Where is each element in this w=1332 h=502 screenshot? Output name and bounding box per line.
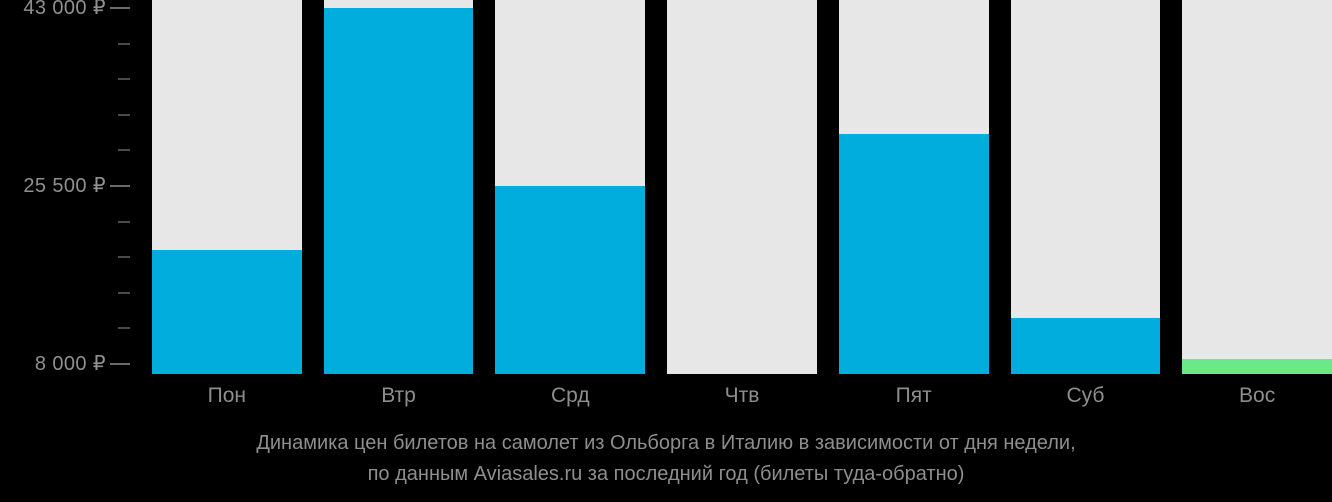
caption-line-2: по данным Aviasales.ru за последний год … [367, 463, 965, 485]
y-axis-tick-minor [118, 291, 130, 294]
bar-0[interactable] [152, 0, 302, 374]
bar-5[interactable] [1010, 0, 1161, 374]
y-axis-tick-minor [118, 327, 130, 330]
x-axis-label-срд: Срд [550, 384, 590, 407]
x-axis-label-пон: Пон [207, 384, 247, 407]
bar-track [1010, 0, 1161, 374]
y-axis-tick-minor [118, 78, 130, 81]
y-axis-label: 8 000 ₽ [34, 353, 106, 375]
bar-fill [152, 250, 302, 374]
y-axis-label: 43 000 ₽ [23, 0, 106, 19]
x-axis-label-суб: Суб [1066, 384, 1105, 407]
caption-line-1: Динамика цен билетов на самолет из Ольбо… [256, 432, 1076, 454]
bar-fill [323, 8, 474, 374]
bar-2[interactable] [495, 0, 646, 374]
y-axis-tick-minor [118, 42, 130, 45]
plot-area [152, 0, 1332, 374]
y-axis: 43 000 ₽ 25 500 ₽ 8 000 ₽ [0, 0, 152, 374]
bar-track [1182, 0, 1332, 374]
x-axis-label-чтв: Чтв [724, 384, 760, 407]
y-axis-tick-major [110, 7, 130, 9]
bar-fill [1182, 358, 1332, 374]
bar-fill [495, 186, 646, 374]
y-axis-tick-minor [118, 113, 130, 116]
bar-4[interactable] [838, 0, 989, 374]
x-axis-label-пят: Пят [895, 384, 932, 407]
y-axis-tick-minor [118, 220, 130, 223]
bar-1[interactable] [323, 0, 474, 374]
y-axis-tick-major [110, 185, 130, 187]
bar-fill [838, 134, 989, 374]
y-axis-tick-major [110, 363, 130, 365]
x-axis-label-вос: Вос [1239, 384, 1276, 407]
bar-3[interactable] [667, 0, 817, 374]
chart-caption: Динамика цен билетов на самолет из Ольбо… [0, 428, 1332, 490]
y-axis-label: 25 500 ₽ [23, 175, 106, 197]
y-axis-tick-minor [118, 256, 130, 259]
bar-fill [1010, 318, 1161, 374]
x-axis-labels: Пон Втр Срд Чтв Пят Суб Вос [152, 374, 1332, 420]
x-axis-label-втр: Втр [381, 384, 416, 407]
bar-6[interactable] [1182, 0, 1332, 374]
y-axis-tick-minor [118, 149, 130, 152]
bar-track [667, 0, 817, 374]
